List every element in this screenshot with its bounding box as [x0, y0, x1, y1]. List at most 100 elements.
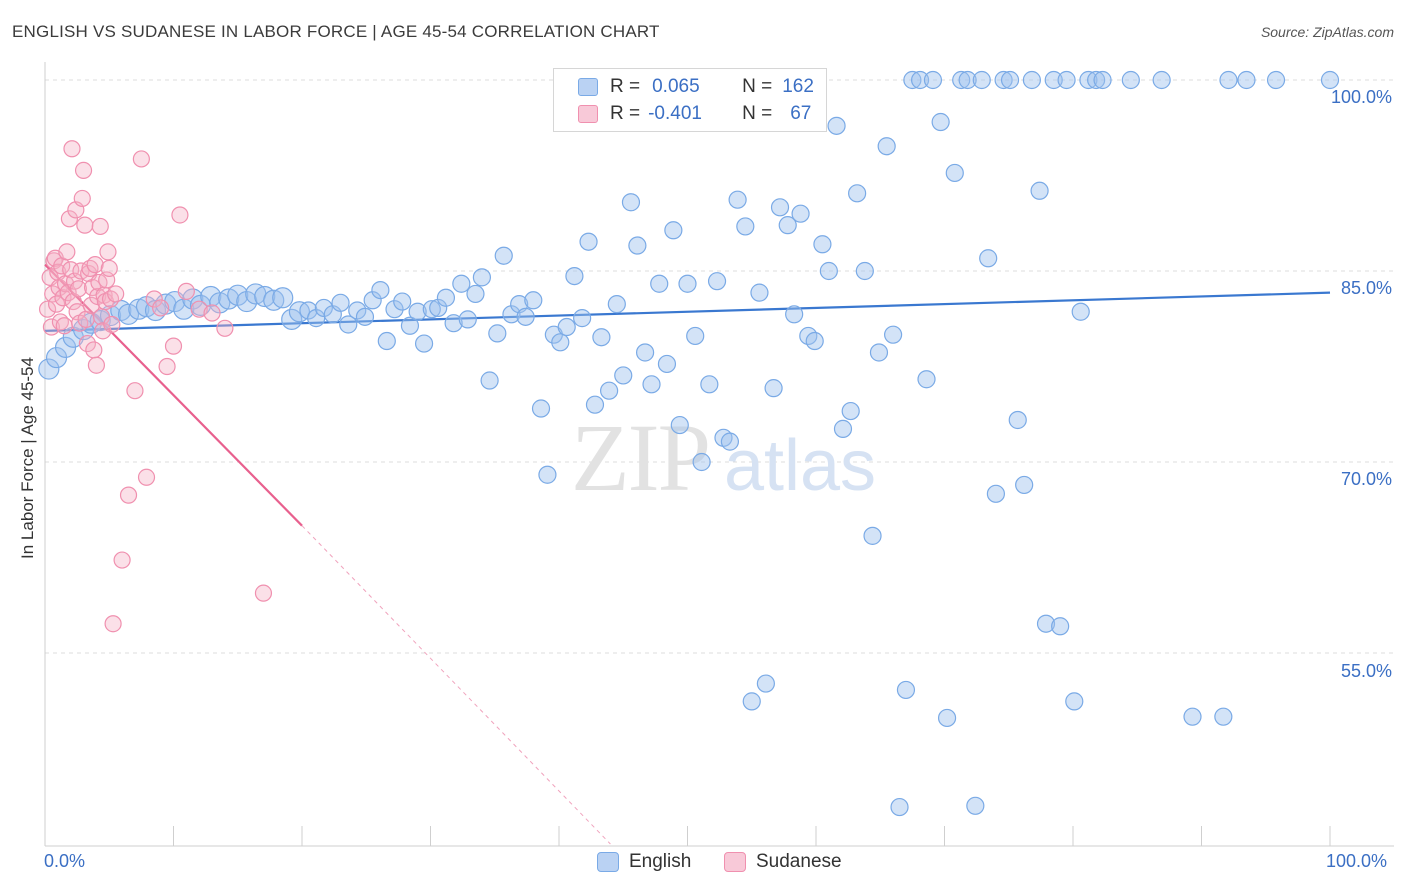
- data-point-english: [785, 305, 804, 324]
- data-point-english: [833, 419, 853, 438]
- data-point-english: [958, 70, 977, 90]
- data-point-english: [664, 221, 683, 240]
- data-point-english: [480, 371, 499, 390]
- data-point-sudanese: [104, 615, 122, 633]
- data-point-english: [883, 325, 903, 344]
- data-point-english: [728, 190, 747, 209]
- trend-line-english: [44, 291, 1331, 332]
- data-point-english: [557, 317, 576, 337]
- legend-n-value: 67: [790, 103, 812, 124]
- data-point-english: [452, 274, 471, 293]
- data-point-english: [700, 375, 719, 394]
- y-tick-label: 55.0%: [1340, 661, 1392, 681]
- data-point-sudanese: [86, 256, 104, 274]
- legend-n-value: 162: [782, 76, 814, 97]
- data-point-english: [436, 288, 456, 307]
- data-point-english: [877, 137, 896, 156]
- legend-r-label: R =: [610, 103, 641, 124]
- watermark: ZIP atlas: [571, 404, 876, 511]
- legend-r-value: 0.065: [652, 76, 700, 97]
- series-sudanese-points: [38, 140, 273, 633]
- data-point-english: [385, 300, 404, 319]
- data-point-english: [38, 358, 60, 380]
- data-point-english: [642, 375, 661, 394]
- bottom-swatch-sudanese: [724, 852, 746, 872]
- data-point-sudanese: [158, 357, 176, 376]
- data-point-english: [1237, 70, 1256, 90]
- data-point-sudanese: [64, 292, 82, 311]
- watermark-zip: ZIP: [571, 404, 709, 511]
- y-tick-label: 85.0%: [1340, 278, 1392, 298]
- data-point-english: [841, 401, 860, 421]
- data-point-sudanese: [76, 216, 94, 234]
- data-point-english: [585, 395, 605, 414]
- legend-n-label: N =: [742, 103, 773, 124]
- legend-n-label: N =: [742, 76, 773, 97]
- watermark-atlas: atlas: [724, 426, 876, 506]
- data-point-english: [355, 307, 375, 326]
- data-point-english: [538, 465, 557, 484]
- data-point-sudanese: [58, 243, 76, 261]
- data-point-english: [692, 452, 711, 472]
- data-point-english: [917, 370, 936, 389]
- data-point-english: [813, 235, 832, 254]
- chart-title: ENGLISH VS SUDANESE IN LABOR FORCE | AGE…: [12, 22, 660, 41]
- data-point-sudanese: [47, 295, 66, 313]
- data-point-english: [614, 366, 633, 385]
- data-point-english: [994, 70, 1013, 90]
- data-point-english: [650, 274, 669, 293]
- x-tick-label-min: 0.0%: [44, 851, 86, 871]
- data-point-english: [422, 300, 441, 319]
- data-point-sudanese: [91, 217, 109, 236]
- data-point-english: [377, 331, 396, 351]
- data-point-english: [414, 334, 434, 353]
- data-point-sudanese: [100, 259, 118, 278]
- data-point-english: [952, 70, 971, 90]
- legend-swatch-english: [578, 78, 598, 96]
- data-point-english: [472, 268, 491, 287]
- data-point-english: [819, 261, 838, 281]
- data-point-sudanese: [113, 551, 131, 569]
- data-point-english: [458, 310, 477, 329]
- legend-row-sudanese: R = -0.401 N = 67: [554, 101, 811, 127]
- data-point-sudanese: [126, 382, 144, 400]
- data-point-english: [750, 283, 769, 302]
- data-point-english: [1015, 475, 1034, 495]
- data-point-sudanese: [85, 341, 103, 359]
- data-point-english: [686, 326, 705, 346]
- data-point-sudanese: [119, 486, 138, 504]
- data-point-english: [628, 236, 647, 255]
- data-point-english: [281, 308, 303, 330]
- data-point-english: [339, 315, 358, 334]
- data-point-english: [896, 680, 916, 700]
- data-point-sudanese: [63, 140, 81, 158]
- data-point-sudanese: [145, 290, 163, 308]
- data-point-english: [466, 284, 485, 304]
- data-point-english: [607, 295, 626, 314]
- y-axis-label: In Labor Force | Age 45-54: [18, 357, 37, 559]
- data-point-english: [805, 331, 824, 351]
- data-point-english: [869, 343, 889, 362]
- data-point-english: [502, 305, 521, 324]
- data-point-sudanese: [78, 334, 97, 353]
- trend-line-sudanese: [44, 263, 303, 527]
- data-point-english: [678, 274, 697, 293]
- trend-lines: [44, 263, 1331, 845]
- data-point-english: [444, 314, 463, 333]
- data-point-english: [1071, 302, 1090, 321]
- data-point-english: [1121, 70, 1140, 90]
- data-point-sudanese: [60, 210, 79, 228]
- grid-lines: [45, 79, 1394, 654]
- x-tick-label-max: 100.0%: [1326, 851, 1388, 871]
- data-point-sudanese: [107, 285, 125, 303]
- data-point-sudanese: [54, 289, 72, 307]
- data-point-english: [1266, 70, 1286, 90]
- data-point-english: [778, 216, 797, 235]
- data-point-sudanese: [152, 299, 170, 317]
- data-point-english: [931, 112, 950, 132]
- data-point-sudanese: [42, 318, 61, 336]
- data-point-english: [516, 307, 535, 326]
- data-point-sudanese: [177, 282, 195, 300]
- data-point-english: [573, 309, 592, 328]
- legend-row-english: R = 0.065 N = 162: [554, 74, 814, 100]
